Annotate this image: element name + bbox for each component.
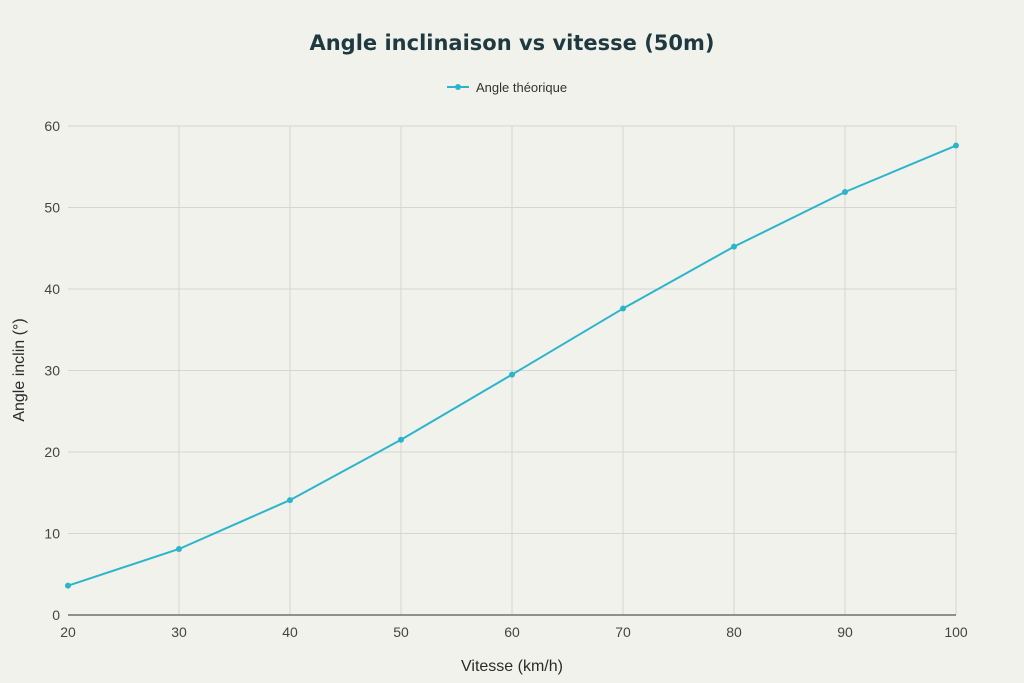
x-tick-label: 80 [726,624,742,640]
y-tick-label: 50 [44,200,60,216]
y-tick-label: 20 [44,444,60,460]
y-axis-title: Angle inclin (°) [11,318,28,421]
x-tick-label: 60 [504,624,520,640]
x-tick-label: 40 [282,624,298,640]
legend-marker [455,84,461,90]
series-layer [65,142,959,589]
data-point[interactable] [398,436,404,443]
data-point[interactable] [176,545,182,552]
y-tick-label: 0 [52,607,60,623]
chart-title: Angle inclinaison vs vitesse (50m) [309,31,714,55]
axes: 0 10 20 30 40 50 60 20 30 40 50 60 70 80 90 100 [44,118,967,640]
x-axis-title: Vitesse (km/h) [461,658,563,675]
data-point[interactable] [509,371,515,378]
y-tick-label: 10 [44,526,60,542]
x-tick-label: 90 [837,624,853,640]
data-point[interactable] [65,582,71,589]
y-tick-label: 60 [44,118,60,134]
y-tick-label: 40 [44,281,60,297]
legend: Angle théorique [447,80,567,95]
x-tick-label: 100 [944,624,968,640]
x-tick-label: 30 [171,624,187,640]
data-point[interactable] [731,243,737,250]
legend-label: Angle théorique [476,80,567,95]
y-tick-label: 30 [44,363,60,379]
x-tick-label: 20 [60,624,76,640]
data-point[interactable] [287,497,293,504]
data-point[interactable] [620,305,626,312]
data-point[interactable] [953,142,959,149]
gridlines [68,125,957,615]
x-tick-label: 70 [615,624,631,640]
data-point[interactable] [842,189,848,196]
x-tick-label: 50 [393,624,409,640]
